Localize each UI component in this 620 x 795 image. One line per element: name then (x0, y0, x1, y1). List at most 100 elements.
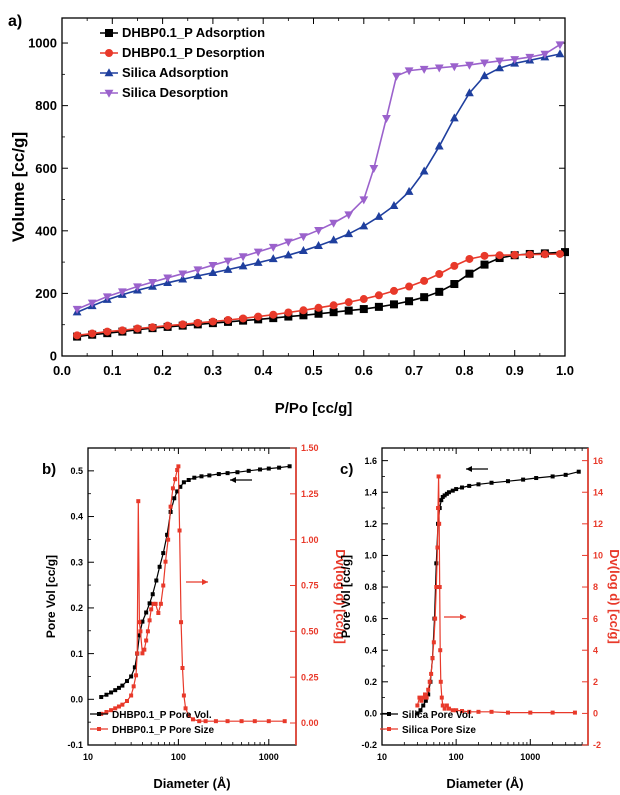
data-point (140, 651, 145, 656)
data-point (435, 287, 444, 296)
data-point (438, 679, 443, 684)
y2-tick-label: 16 (593, 456, 603, 466)
data-point (420, 276, 429, 285)
data-point (135, 651, 140, 656)
data-point (87, 299, 97, 308)
data-point (216, 472, 221, 477)
data-point (103, 327, 112, 336)
y2-tick-label: 0 (593, 709, 598, 719)
y-tick-label: 0.4 (364, 645, 377, 655)
y-tick-label: 1.4 (364, 487, 377, 497)
legend-label: Silica Pore Vol. (402, 710, 474, 721)
data-point (495, 251, 504, 260)
data-point (329, 301, 338, 310)
data-point (144, 638, 149, 643)
data-point (283, 250, 293, 259)
x-axis-title: Diameter (Å) (153, 776, 230, 791)
panel-label: b) (42, 461, 56, 478)
y-tick-label: 1.0 (364, 551, 377, 561)
data-point (454, 708, 459, 713)
data-point (181, 693, 186, 698)
data-point (138, 629, 143, 634)
y2-tick-label: 12 (593, 519, 603, 529)
data-point (225, 719, 230, 724)
data-point (208, 262, 218, 271)
y-tick-label: 0.0 (70, 694, 83, 704)
data-point (113, 706, 118, 711)
data-point (489, 709, 494, 714)
y2-tick-label: 1.25 (301, 489, 319, 499)
data-point (269, 310, 278, 319)
data-point (150, 592, 155, 597)
data-point (157, 564, 162, 569)
plot-frame (381, 447, 589, 746)
axis-arrow-head (460, 614, 466, 620)
data-point (197, 719, 202, 724)
y2-tick-label: 0.25 (301, 672, 319, 682)
data-point (163, 274, 173, 283)
x-tick-label: 0.7 (405, 363, 423, 378)
x-tick-label: 0.4 (254, 363, 273, 378)
legend-marker (104, 68, 114, 77)
data-point (148, 323, 157, 332)
data-point (476, 709, 481, 714)
data-point (454, 487, 459, 492)
data-point (254, 312, 263, 321)
data-point (359, 221, 369, 230)
data-point (166, 537, 171, 542)
y-tick-label: 0 (50, 349, 57, 364)
data-point (450, 280, 459, 289)
data-point (424, 695, 429, 700)
data-point (238, 261, 248, 270)
data-point (131, 684, 136, 689)
data-point (284, 312, 293, 321)
data-point (369, 165, 379, 174)
data-point (180, 666, 185, 670)
x-tick-label: 10 (377, 752, 387, 762)
data-point (423, 698, 428, 703)
data-point (480, 260, 489, 269)
legend-marker (97, 712, 101, 716)
data-point (208, 267, 218, 276)
data-point (161, 551, 166, 556)
data-point (392, 72, 401, 81)
data-point (179, 620, 184, 625)
data-point (116, 685, 121, 690)
data-point (284, 308, 293, 317)
data-point (405, 297, 414, 306)
data-point (178, 484, 183, 489)
x-tick-label: 1000 (259, 752, 279, 762)
y2-tick-label: 14 (593, 487, 603, 497)
axis-arrow-head (202, 579, 208, 585)
y-tick-label: 200 (35, 286, 57, 301)
data-point (329, 235, 339, 244)
legend-marker (387, 727, 391, 731)
data-point (186, 477, 191, 482)
data-point (193, 271, 203, 280)
data-point (405, 282, 414, 291)
data-point (389, 300, 398, 309)
data-point (109, 708, 114, 713)
data-point (314, 241, 323, 250)
data-point (253, 248, 263, 257)
data-point (434, 141, 444, 150)
data-point (165, 532, 170, 537)
data-point (426, 692, 431, 697)
data-point (374, 211, 384, 220)
data-point (359, 295, 368, 304)
data-point (476, 482, 481, 487)
y-tick-label: 600 (35, 161, 57, 176)
data-point (72, 305, 82, 314)
data-point (495, 63, 505, 72)
data-point (161, 583, 166, 588)
data-point (134, 673, 139, 678)
data-point (314, 226, 323, 235)
data-point (555, 249, 564, 258)
data-point (88, 329, 97, 338)
y2-tick-label: 1.00 (301, 535, 319, 545)
data-point (140, 619, 145, 624)
data-point (299, 246, 308, 255)
data-point (563, 472, 568, 477)
y2-tick-label: 0.00 (301, 718, 319, 728)
data-point (555, 49, 565, 58)
